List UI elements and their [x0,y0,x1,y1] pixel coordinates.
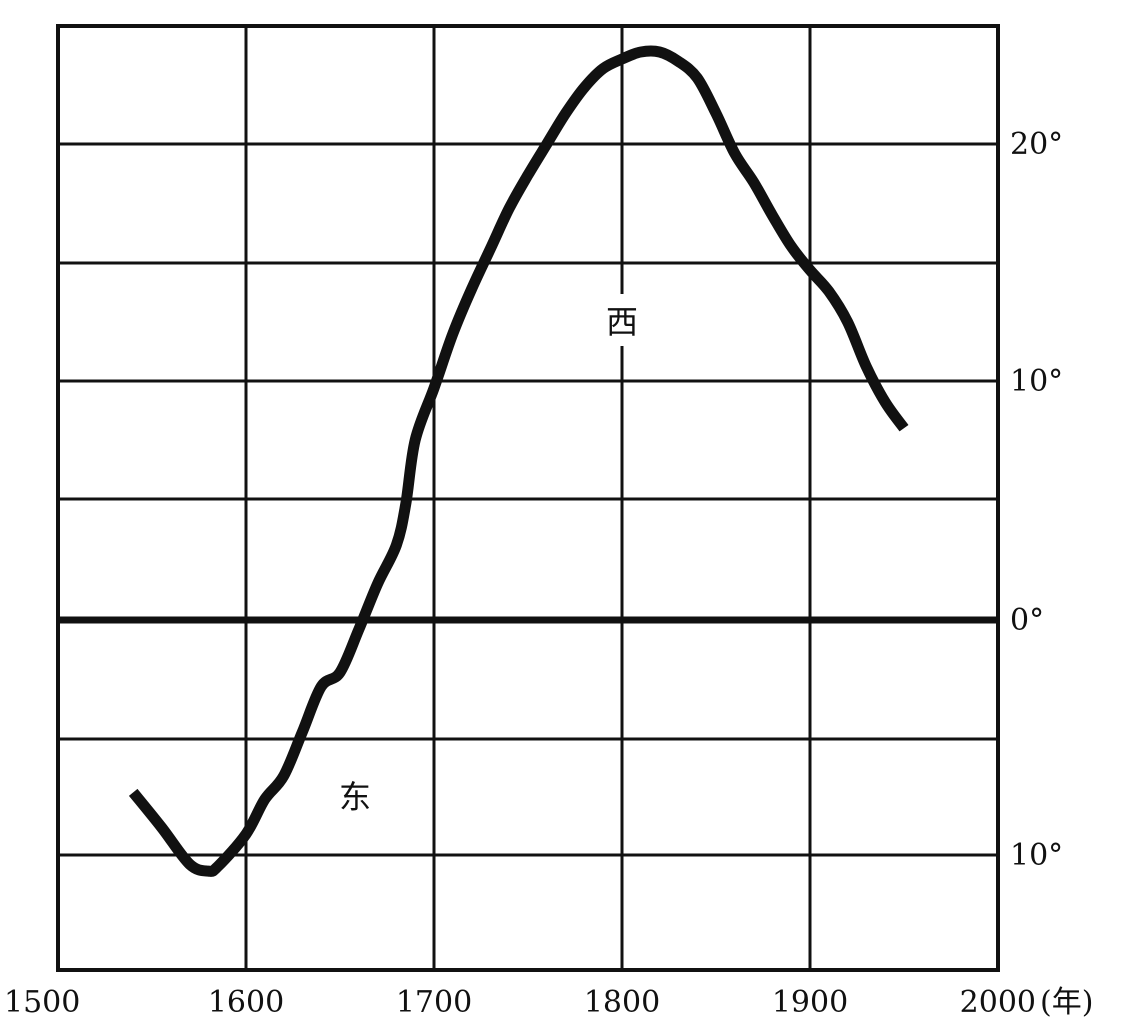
x-tick-label-1800: 1800 [584,985,660,1020]
region-label-halo-0 [598,294,646,346]
x-tick-label-1600: 1600 [208,985,284,1020]
series-layer [128,45,909,877]
tick-label-layer: 1500 1600 1700 1800 1900 2000 (年) 20° 10° 0° 10° [4,127,1093,1020]
grid-layer [56,24,1000,972]
region-label-0: 西 [606,303,638,341]
region-label-1: 东 [339,778,371,816]
region-label-halo-1 [331,769,380,821]
y-tick-label-1: 10° [1010,364,1063,399]
x-tick-label-1700: 1700 [396,985,472,1020]
x-tick-label-1500: 1500 [4,985,80,1020]
y-tick-label-3: 10° [1010,838,1063,873]
x-tick-label-2000: 2000 [960,985,1036,1020]
series-line-0 [128,45,909,877]
region-label-layer: 西东 [331,294,646,821]
x-unit-label: (年) [1040,985,1093,1020]
y-tick-label-2: 0° [1010,603,1044,638]
y-tick-label-0: 20° [1010,127,1063,162]
x-tick-label-1900: 1900 [772,985,848,1020]
